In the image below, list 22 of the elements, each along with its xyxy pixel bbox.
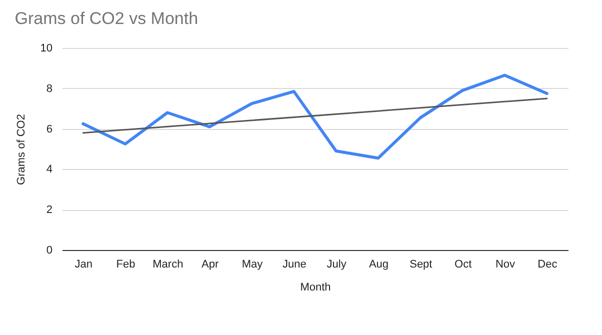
line-series xyxy=(82,74,548,160)
y-axis-title: Grams of CO2 xyxy=(15,114,28,185)
y-tick-label: 4 xyxy=(46,164,52,176)
x-tick-label: Jan xyxy=(74,258,92,270)
y-tick-label: 6 xyxy=(46,123,52,136)
x-tick-label: Feb xyxy=(116,258,136,270)
x-tick-label: Dec xyxy=(538,258,558,270)
y-tick-label: 2 xyxy=(46,204,52,216)
x-tick-label: May xyxy=(242,258,264,270)
y-tick-label: 8 xyxy=(46,82,52,95)
x-axis-title: Month xyxy=(300,282,331,294)
chart-title: Grams of CO2 vs Month xyxy=(14,9,198,28)
x-tick-label: Nov xyxy=(495,258,516,270)
x-tick-label: March xyxy=(152,258,184,270)
x-tick-label: June xyxy=(282,258,306,270)
y-tick-label: 10 xyxy=(40,42,52,54)
x-tick-label: July xyxy=(326,258,347,270)
x-tick-label: Aug xyxy=(368,258,389,270)
x-tick-label: Oct xyxy=(454,258,472,270)
x-tick-label: Apr xyxy=(202,258,219,270)
y-tick-label: 0 xyxy=(46,244,52,256)
x-tick-label: Sept xyxy=(410,258,432,270)
